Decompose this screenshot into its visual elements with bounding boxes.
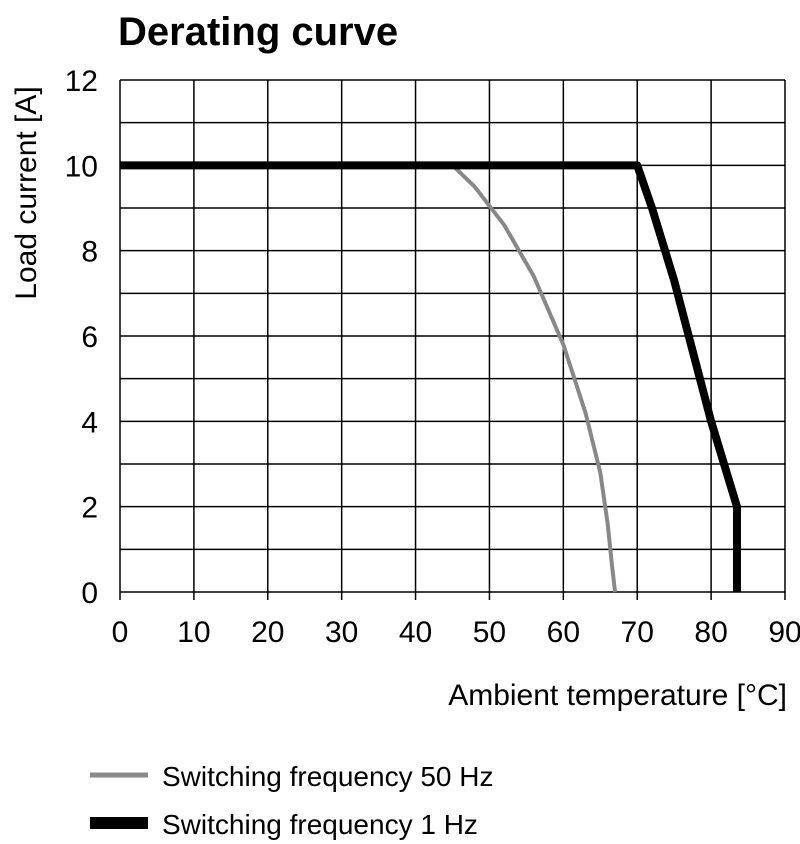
x-axis-label: Ambient temperature [°C] bbox=[448, 679, 787, 712]
y-tick-label: 12 bbox=[65, 65, 98, 98]
series-lines bbox=[120, 161, 741, 593]
grid bbox=[119, 79, 786, 600]
x-tick-label: 20 bbox=[251, 616, 284, 649]
series-line-50hz bbox=[120, 163, 618, 593]
legend-label-50hz: Switching frequency 50 Hz bbox=[162, 761, 494, 792]
y-axis-label: Load current [A] bbox=[10, 86, 43, 299]
y-tick-label: 0 bbox=[81, 577, 98, 610]
series-line-1hz bbox=[120, 161, 741, 592]
x-tick-label: 40 bbox=[399, 616, 432, 649]
y-tick-labels: 0 2 4 6 8 10 12 bbox=[65, 65, 98, 610]
x-tick-labels: 0 10 20 30 40 50 60 70 80 90 bbox=[112, 616, 800, 649]
legend: Switching frequency 50 Hz Switching freq… bbox=[90, 761, 494, 840]
y-tick-label: 2 bbox=[81, 492, 98, 525]
chart-title: Derating curve bbox=[118, 10, 398, 54]
x-tick-label: 50 bbox=[473, 616, 506, 649]
legend-label-1hz: Switching frequency 1 Hz bbox=[162, 809, 478, 840]
x-tick-label: 90 bbox=[768, 616, 800, 649]
y-tick-label: 10 bbox=[65, 150, 98, 183]
y-tick-label: 4 bbox=[81, 406, 98, 439]
x-tick-label: 80 bbox=[694, 616, 727, 649]
y-tick-label: 8 bbox=[81, 236, 98, 269]
x-tick-label: 70 bbox=[621, 616, 654, 649]
x-tick-label: 0 bbox=[112, 616, 129, 649]
x-tick-label: 60 bbox=[547, 616, 580, 649]
x-tick-label: 10 bbox=[177, 616, 210, 649]
x-tick-label: 30 bbox=[325, 616, 358, 649]
y-tick-label: 6 bbox=[81, 321, 98, 354]
